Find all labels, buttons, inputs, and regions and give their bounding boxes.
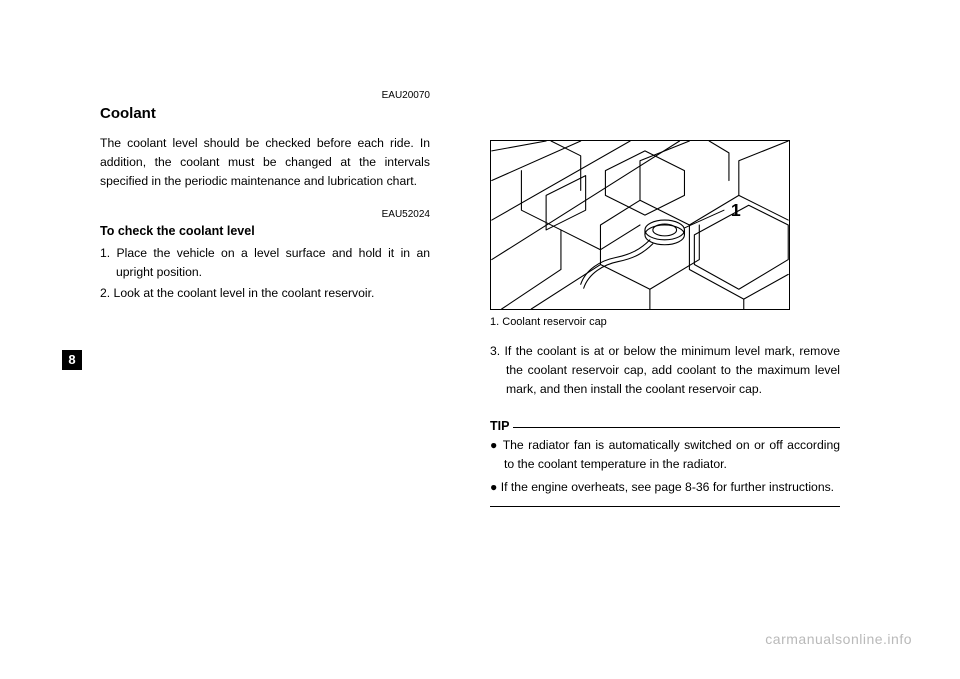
- reservoir-svg: 1: [491, 141, 789, 309]
- footer-watermark: carmanualsonline.info: [765, 631, 912, 647]
- intro-text: The coolant level should be checked befo…: [100, 134, 430, 191]
- caption-text: Coolant reservoir cap: [502, 316, 607, 328]
- illustration-reservoir: 1: [490, 140, 790, 310]
- tip-block: TIP ● The radiator fan is automatically …: [490, 417, 840, 508]
- tip-bullet-2: ● If the engine overheats, see page 8-36…: [490, 478, 840, 497]
- left-column: EAU20070 Coolant The coolant level shoul…: [100, 90, 430, 304]
- eau-code: EAU20070: [100, 90, 430, 101]
- eau-code-sub: EAU52024: [100, 209, 430, 220]
- caption-number: 1.: [490, 316, 499, 328]
- step-1: 1. Place the vehicle on a level surface …: [100, 244, 430, 282]
- step-3: 3. If the coolant is at or below the min…: [490, 342, 840, 399]
- illustration-caption: 1. Coolant reservoir cap: [490, 316, 840, 328]
- heading-coolant: Coolant: [100, 105, 430, 122]
- section-tab: 8: [62, 350, 82, 370]
- callout-1: 1: [731, 200, 741, 220]
- tip-bullet-1: ● The radiator fan is automatically swit…: [490, 436, 840, 474]
- tip-label: TIP: [490, 419, 513, 433]
- subheading-check: To check the coolant level: [100, 224, 430, 238]
- tip-rule-top: [490, 427, 840, 428]
- tip-rule-bottom: [490, 506, 840, 507]
- right-column: 1 1. Coolant reservoir cap 3. If the coo…: [490, 90, 840, 507]
- step-2: 2. Look at the coolant level in the cool…: [100, 284, 430, 303]
- manual-page: 8 EAU20070 Coolant The coolant level sho…: [0, 0, 960, 679]
